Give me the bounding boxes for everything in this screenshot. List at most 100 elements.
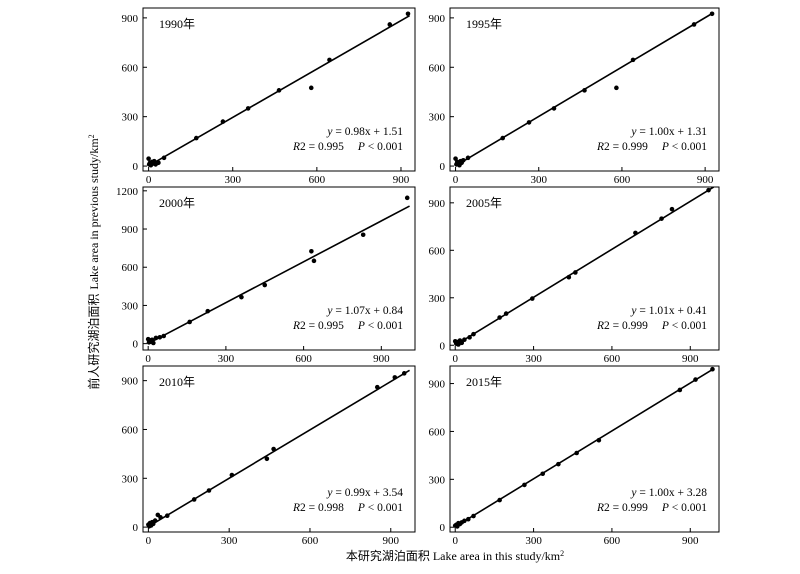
equation-y: y [326,305,333,317]
regression-equation: y = 1.07x + 0.84 [326,305,403,317]
x-tick-label: 900 [393,174,410,186]
equation-y: y [630,126,637,138]
panel-title: 1990年 [159,17,195,31]
regression-stats: R2 = 0.998 P < 0.001 [292,502,403,514]
y-tick-label: 600 [429,62,446,74]
y-tick-label: 1200 [116,186,139,198]
p-symbol: P [357,141,365,153]
data-point [146,156,151,161]
p-value: < 0.001 [669,141,707,153]
r2-value: 2 = 0.995 [300,320,344,332]
data-point [374,384,380,390]
panel-4: 0 300 600 900 0 300 600 900 2005年 y = 1.01x + 0.4… [429,186,720,365]
data-point [462,518,467,524]
x-tick-label: 0 [146,174,152,186]
data-point [262,282,268,288]
equation-rhs: = 1.00x + 1.31 [637,126,708,138]
panel-frame [142,186,416,351]
data-point [193,135,199,141]
r2-symbol: R [596,141,604,153]
data-point [187,319,192,325]
y-tick-label: 300 [429,474,446,486]
panel-3: 0 300 600 900 0 300 600 900 1200 2000年 y = 1.07x +… [116,186,416,365]
data-point [596,437,602,443]
y-tick-label: 0 [440,340,446,352]
data-point [659,216,664,221]
data-point [669,206,675,212]
data-point [459,340,465,346]
y-tick-label: 900 [122,376,139,388]
x-axis-title-unit-sup: 2 [560,549,564,558]
p-value: < 0.001 [365,502,403,514]
y-tick-label: 900 [122,13,139,25]
x-tick-label: 600 [604,353,621,365]
data-point [465,516,471,522]
panel-title: 2010年 [159,375,195,389]
y-tick-label: 300 [122,112,139,124]
y-axis-title-en: Lake area in previous study/km [87,138,101,290]
data-point [404,195,410,201]
x-tick-label: 600 [295,353,312,365]
x-tick-label: 0 [452,535,458,547]
y-tick-label: 900 [122,224,139,236]
r2-value: 2 = 0.999 [604,502,648,514]
data-point [710,366,715,372]
r2-symbol: R [292,502,300,514]
y-tick-label: 0 [133,522,139,534]
data-point [229,472,235,478]
p-value: < 0.001 [669,320,707,332]
panel-6: 0 300 600 900 0 300 600 900 2015年 y = 1.00x + 3.2… [429,365,720,547]
panel-frame [449,186,720,351]
data-point [153,335,159,341]
data-point [566,274,572,280]
data-point [693,377,698,382]
equation-rhs: = 0.98x + 1.51 [333,126,404,138]
x-tick-label: 300 [224,174,241,186]
y-tick-label: 300 [122,300,139,312]
data-point [503,311,509,316]
data-point [526,120,532,125]
regression-equation: y = 1.00x + 3.28 [630,487,707,499]
fit-line [147,369,410,528]
regression-stats: R2 = 0.999 P < 0.001 [596,502,707,514]
data-point [556,461,561,467]
panel-frame [449,7,720,172]
data-point [387,22,393,27]
data-point [706,187,711,193]
data-point [311,258,317,264]
data-point [152,518,158,523]
panel-title: 2015年 [466,375,502,389]
equation-y: y [630,305,637,317]
y-tick-label: 300 [122,473,139,485]
data-point [461,157,466,163]
data-point [309,249,314,254]
data-point [308,85,314,91]
panel-2: 0 300 600 900 0 300 600 900 1995年 y = 1.00x + 1.3… [429,7,720,186]
data-point [522,482,527,488]
panel-5: 0 300 600 900 0 300 600 900 2010年 y = 0.99x + 3.5… [122,365,416,547]
p-symbol: P [357,502,365,514]
regression-stats: R2 = 0.999 P < 0.001 [596,320,707,332]
data-point [276,88,282,93]
x-tick-label: 300 [218,353,235,365]
x-tick-label: 900 [682,535,699,547]
r2-value: 2 = 0.999 [604,141,648,153]
data-point [614,85,619,91]
p-value: < 0.001 [365,141,403,153]
data-point [497,315,502,320]
data-point [161,333,167,339]
equation-rhs: = 1.00x + 3.28 [637,487,708,499]
panel-title: 1995年 [466,17,502,31]
y-tick-label: 0 [133,339,139,351]
data-point [709,11,715,17]
p-symbol: P [661,502,669,514]
panel-frame [449,365,720,533]
x-axis-title-en: Lake area in this study/km [430,549,561,563]
y-tick-label: 600 [122,424,139,436]
x-tick-label: 300 [525,353,542,365]
panel-frame [142,365,416,533]
x-axis-title-cn: 本研究湖泊面积 [346,548,430,563]
regression-equation: y = 1.00x + 1.31 [630,126,707,138]
data-point [471,331,476,337]
